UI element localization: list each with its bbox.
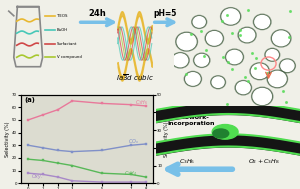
Circle shape — [236, 82, 250, 94]
Circle shape — [254, 14, 271, 30]
Circle shape — [195, 54, 208, 66]
Circle shape — [271, 30, 291, 47]
Circle shape — [279, 59, 296, 73]
Circle shape — [184, 71, 202, 86]
Circle shape — [265, 48, 280, 61]
Text: $O_2 + C_3H_8$: $O_2 + C_3H_8$ — [248, 157, 280, 166]
Circle shape — [268, 71, 286, 87]
Circle shape — [238, 27, 256, 43]
Circle shape — [213, 129, 229, 138]
Text: Framework-
incorporation: Framework- incorporation — [168, 115, 215, 126]
Circle shape — [220, 8, 241, 25]
Circle shape — [227, 50, 242, 64]
Circle shape — [212, 125, 238, 139]
Text: $CO_x$: $CO_x$ — [128, 137, 139, 146]
Circle shape — [252, 87, 273, 106]
Circle shape — [239, 29, 255, 42]
Circle shape — [225, 49, 244, 65]
Circle shape — [212, 77, 224, 87]
Circle shape — [253, 88, 271, 104]
Text: $C_3H_4$: $C_3H_4$ — [124, 169, 137, 178]
Y-axis label: Selectivity (%): Selectivity (%) — [164, 121, 169, 157]
Circle shape — [173, 54, 188, 67]
Text: TEOS: TEOS — [57, 14, 68, 18]
Circle shape — [250, 63, 269, 80]
Text: $C_3H_6$: $C_3H_6$ — [179, 157, 196, 166]
Circle shape — [177, 33, 196, 50]
Circle shape — [171, 53, 189, 68]
Text: $Ia\overline{3}d$ cubic: $Ia\overline{3}d$ cubic — [116, 72, 154, 83]
Y-axis label: Selectivity (%): Selectivity (%) — [5, 121, 10, 157]
Circle shape — [266, 50, 278, 60]
Circle shape — [251, 64, 268, 78]
Circle shape — [186, 73, 200, 85]
Text: (a): (a) — [24, 97, 35, 103]
Text: 24h: 24h — [88, 9, 106, 18]
Circle shape — [273, 31, 290, 46]
Text: $C_3H_6$: $C_3H_6$ — [135, 98, 149, 107]
Circle shape — [235, 81, 252, 95]
Circle shape — [194, 53, 210, 67]
Circle shape — [205, 30, 224, 46]
Text: BuOH: BuOH — [57, 28, 68, 32]
Circle shape — [211, 76, 226, 89]
Circle shape — [222, 9, 239, 24]
Circle shape — [192, 15, 207, 28]
Circle shape — [281, 60, 294, 71]
Text: pH=5: pH=5 — [154, 9, 177, 18]
Circle shape — [267, 70, 287, 88]
Circle shape — [207, 32, 222, 45]
Text: $Oxy.$: $Oxy.$ — [31, 172, 44, 181]
Circle shape — [176, 32, 197, 51]
Circle shape — [193, 17, 205, 27]
Text: Surfactant: Surfactant — [57, 42, 77, 46]
Circle shape — [255, 15, 269, 28]
Text: V compound: V compound — [57, 55, 82, 60]
